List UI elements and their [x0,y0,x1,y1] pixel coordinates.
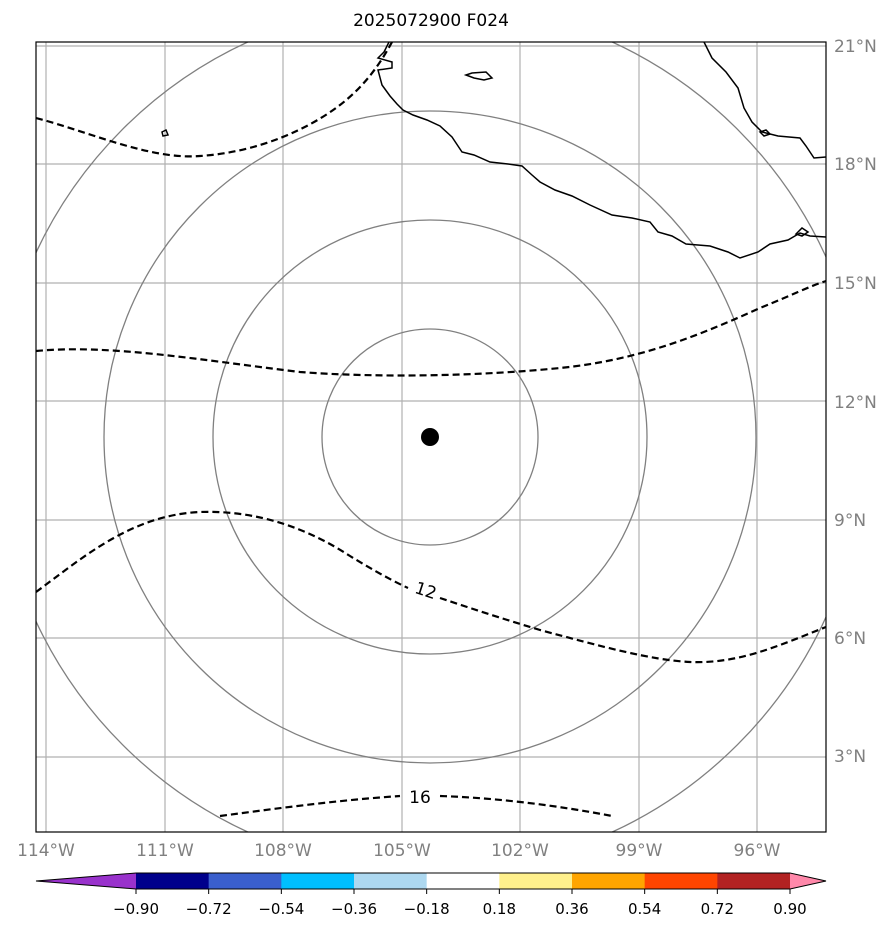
colorbar-tick-label: 0.36 [555,900,588,918]
colorbar-tick-label: −0.72 [186,900,232,918]
lon-tick-label: 96°W [734,841,781,861]
lon-tick-label: 105°W [373,841,431,861]
range-ring-1 [321,328,539,546]
lon-tick-label: 114°W [17,841,75,861]
coastline-baja [703,42,826,159]
colorbar-tick-label: 0.90 [773,900,806,918]
lat-tick-label: 9°N [834,511,866,531]
lat-tick-label: 21°N [834,37,877,57]
colorbar-tick-label: 0.72 [701,900,734,918]
contour-label-16: 16 [409,788,431,808]
colorbar-cell [499,873,573,889]
map-title: 2025072900 F024 [353,11,509,31]
island-islas-marias [463,71,494,81]
range-ring-3 [103,110,757,764]
gridlines [36,42,826,832]
lat-tick-labels: 21°N 18°N 15°N 12°N 9°N 6°N 3°N [834,37,877,767]
colorbar-ticks: −0.90 −0.72 −0.54 −0.36 −0.18 0.18 0.36 0.54 0.7… [113,889,807,918]
colorbar-tick-label: −0.90 [113,900,159,918]
lat-tick-label: 3°N [834,747,866,767]
lon-tick-labels: 114°W 111°W 108°W 105°W 102°W 99°W 96°W [17,841,781,861]
lon-tick-label: 102°W [491,841,549,861]
colorbar-cell [426,873,500,889]
lat-tick-label: 12°N [834,393,877,413]
colorbar-tick-label: 0.54 [628,900,661,918]
coastline-mainland [376,42,826,259]
contour-line-2 [36,279,826,377]
lat-tick-label: 6°N [834,629,866,649]
colorbar-tick-label: −0.36 [331,900,377,918]
island-coast [794,227,810,237]
island-socorro [161,128,170,137]
coastline [161,42,826,259]
colorbar: −0.90 −0.72 −0.54 −0.36 −0.18 0.18 0.36 0.54 0.7… [35,872,827,918]
colorbar-cells [136,873,791,889]
colorbar-tick-label: 0.18 [483,900,516,918]
lon-tick-label: 111°W [136,841,194,861]
map-frame [35,41,827,833]
colorbar-cell [354,873,428,889]
contour-line-4 [219,794,613,818]
colorbar-tick-label: −0.18 [404,900,450,918]
colorbar-extend-high [790,873,826,889]
colorbar-cell [281,873,355,889]
colorbar-cell [644,873,718,889]
colorbar-extend-low [36,873,136,889]
colorbar-cell [208,873,282,889]
contours [36,42,826,818]
colorbar-cell [572,873,646,889]
colorbar-cell [717,873,791,889]
range-rings [36,42,826,832]
lon-tick-label: 99°W [616,841,663,861]
lat-tick-label: 15°N [834,274,877,294]
colorbar-cell [136,873,210,889]
island-small [758,129,772,137]
lat-tick-label: 18°N [834,155,877,175]
lon-tick-label: 108°W [254,841,312,861]
map-panel: 12 16 [35,41,827,833]
colorbar-tick-label: −0.54 [258,900,304,918]
storm-center-marker [421,428,439,446]
range-ring-2 [212,219,648,655]
